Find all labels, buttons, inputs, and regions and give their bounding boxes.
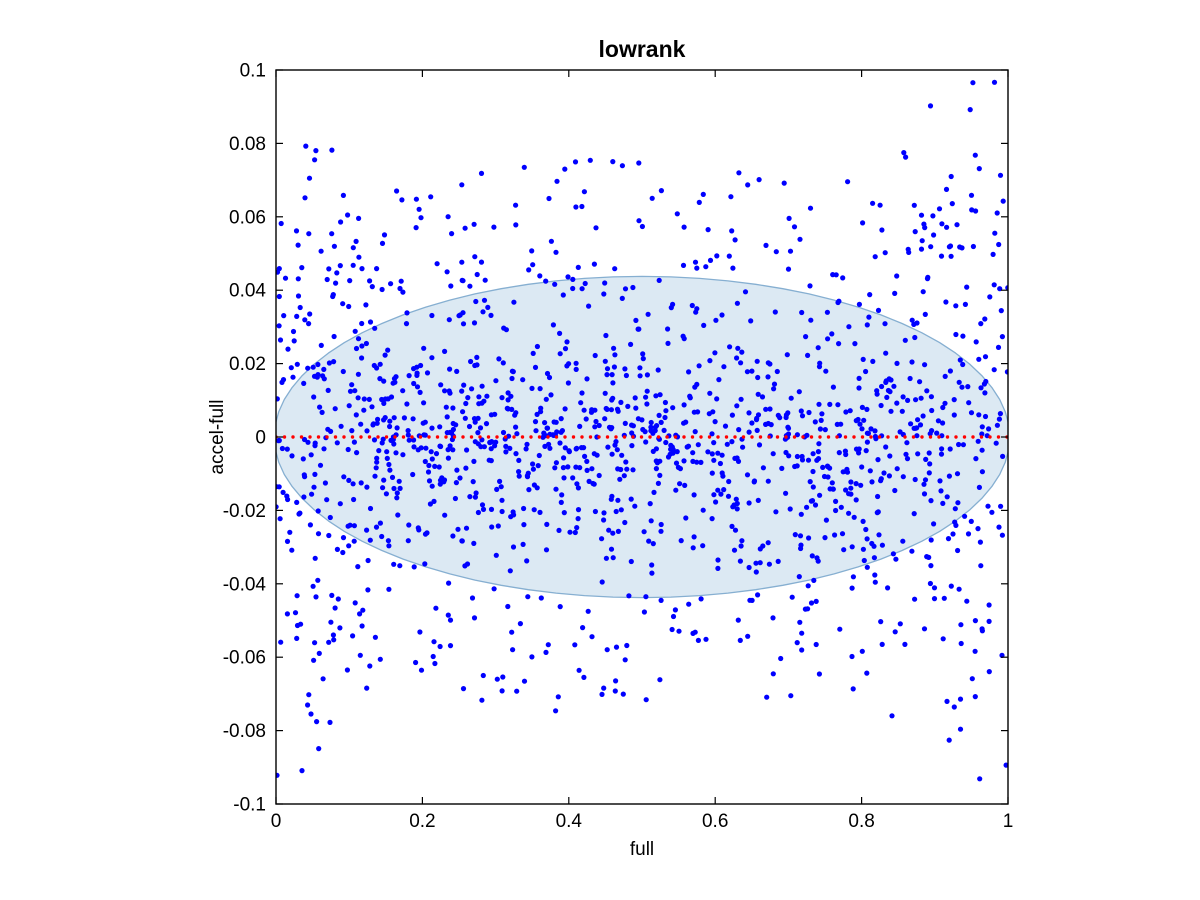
svg-text:full: full <box>630 839 654 860</box>
svg-text:accel-full: accel-full <box>207 400 228 475</box>
svg-text:0.08: 0.08 <box>229 134 266 155</box>
svg-text:-0.08: -0.08 <box>223 721 266 742</box>
svg-text:0.2: 0.2 <box>409 811 435 832</box>
svg-text:0.02: 0.02 <box>229 354 266 375</box>
svg-text:-0.06: -0.06 <box>223 648 266 669</box>
svg-text:-0.1: -0.1 <box>233 795 266 816</box>
svg-text:0.06: 0.06 <box>229 207 266 228</box>
svg-text:0.6: 0.6 <box>702 811 728 832</box>
svg-text:-0.04: -0.04 <box>223 574 267 595</box>
svg-text:0.04: 0.04 <box>229 281 266 302</box>
svg-text:0.1: 0.1 <box>240 61 266 82</box>
svg-text:0: 0 <box>271 811 282 832</box>
svg-text:-0.02: -0.02 <box>223 501 266 522</box>
svg-text:0.8: 0.8 <box>848 811 874 832</box>
svg-text:0: 0 <box>255 428 266 449</box>
svg-text:1: 1 <box>1003 811 1014 832</box>
svg-text:0.4: 0.4 <box>556 811 583 832</box>
svg-text:lowrank: lowrank <box>599 36 686 62</box>
